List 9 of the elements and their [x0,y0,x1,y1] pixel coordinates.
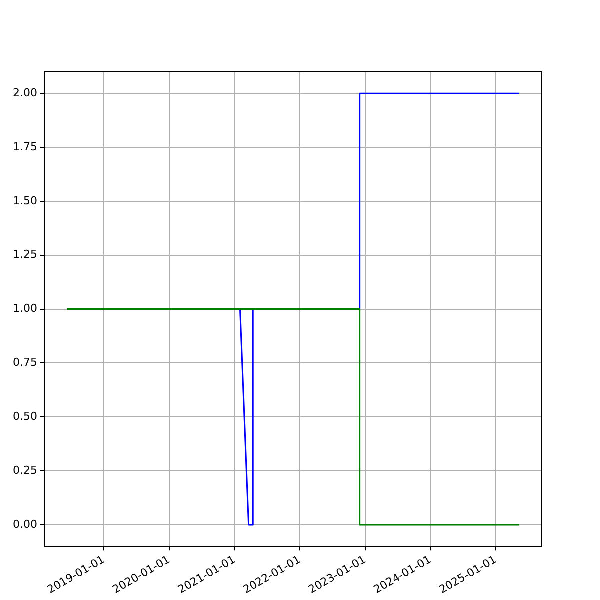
y-tick-label: 1.00 [12,302,38,316]
y-tick-label: 1.75 [12,140,38,154]
y-tick-label: 0.50 [12,410,38,424]
y-tick-label: 1.50 [12,194,38,208]
y-tick-label: 0.75 [12,356,38,370]
y-tick-label: 0.25 [12,464,38,477]
y-tick-label: 1.25 [12,248,38,262]
y-tick-label: 2.00 [12,86,38,100]
y-tick-label: 0.00 [12,518,38,531]
